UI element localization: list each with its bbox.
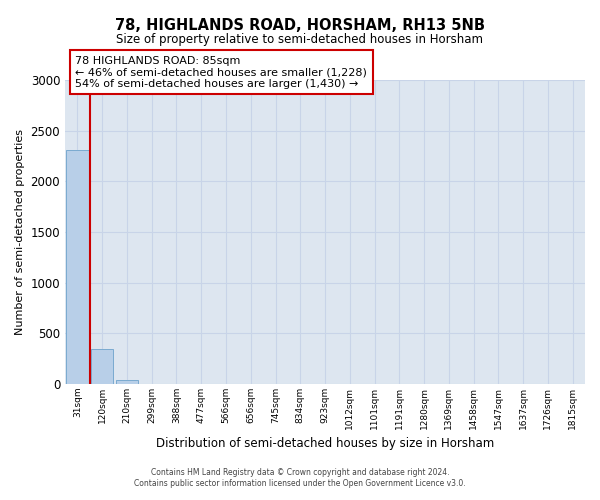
Bar <box>116 380 138 384</box>
X-axis label: Distribution of semi-detached houses by size in Horsham: Distribution of semi-detached houses by … <box>156 437 494 450</box>
Bar <box>91 350 113 384</box>
Text: 78, HIGHLANDS ROAD, HORSHAM, RH13 5NB: 78, HIGHLANDS ROAD, HORSHAM, RH13 5NB <box>115 18 485 32</box>
Bar <box>66 150 89 384</box>
Text: Contains HM Land Registry data © Crown copyright and database right 2024.
Contai: Contains HM Land Registry data © Crown c… <box>134 468 466 487</box>
Text: 78 HIGHLANDS ROAD: 85sqm
← 46% of semi-detached houses are smaller (1,228)
54% o: 78 HIGHLANDS ROAD: 85sqm ← 46% of semi-d… <box>76 56 367 89</box>
Y-axis label: Number of semi-detached properties: Number of semi-detached properties <box>15 129 25 335</box>
Text: Size of property relative to semi-detached houses in Horsham: Size of property relative to semi-detach… <box>116 32 484 46</box>
